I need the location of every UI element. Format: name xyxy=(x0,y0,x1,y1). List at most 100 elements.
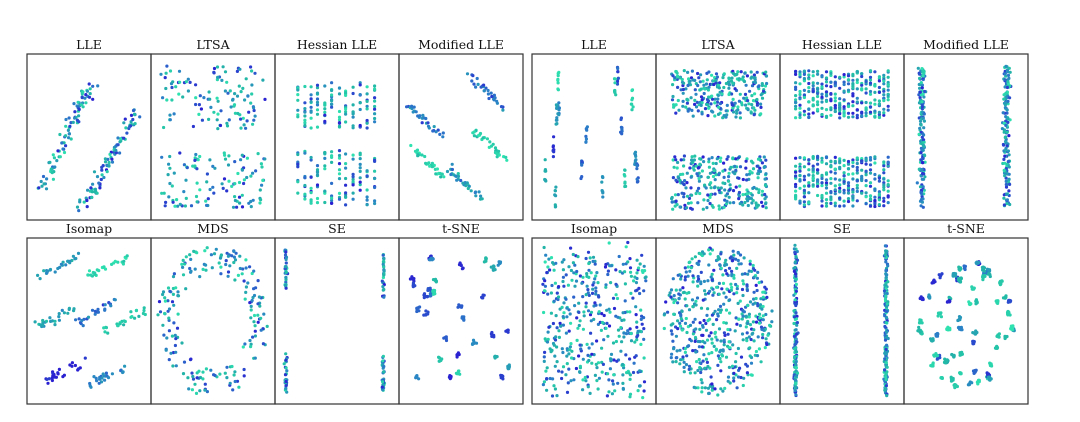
data-point xyxy=(205,180,209,184)
data-point xyxy=(227,118,231,122)
data-point xyxy=(315,108,320,112)
data-point xyxy=(420,121,424,125)
data-point xyxy=(628,266,633,270)
data-point xyxy=(472,134,476,138)
data-point xyxy=(71,120,75,124)
data-point xyxy=(257,295,261,299)
data-point xyxy=(1003,135,1007,140)
panel-title: Modified LLE xyxy=(923,37,1009,52)
data-point xyxy=(70,364,74,368)
data-point xyxy=(710,341,714,345)
data-point xyxy=(687,77,691,81)
data-point xyxy=(886,201,890,205)
data-point xyxy=(254,169,258,173)
data-point xyxy=(431,257,435,261)
data-point xyxy=(755,70,759,74)
data-point xyxy=(380,279,384,283)
data-point xyxy=(702,198,706,202)
data-point xyxy=(807,89,811,94)
data-point xyxy=(846,74,851,78)
data-point xyxy=(886,80,890,85)
data-point xyxy=(1007,153,1011,157)
data-point xyxy=(351,191,355,195)
data-point xyxy=(562,301,566,305)
data-point xyxy=(846,82,851,86)
data-point xyxy=(798,115,802,120)
panel-t-sne: t-SNE xyxy=(903,221,1029,405)
data-point xyxy=(181,265,185,269)
data-point xyxy=(928,296,932,300)
data-point xyxy=(303,118,307,122)
data-point xyxy=(431,278,436,282)
data-point xyxy=(770,309,774,313)
data-point xyxy=(250,92,254,96)
data-point xyxy=(256,302,260,306)
data-point xyxy=(707,165,712,169)
data-point xyxy=(578,370,582,374)
data-point xyxy=(833,204,837,208)
data-point xyxy=(552,299,556,303)
data-point xyxy=(590,342,594,346)
data-point xyxy=(70,361,74,365)
data-point xyxy=(626,260,630,264)
data-point xyxy=(741,203,745,207)
data-point xyxy=(676,301,680,305)
data-point xyxy=(959,276,963,280)
data-point xyxy=(630,108,634,112)
data-point xyxy=(690,108,694,112)
data-point xyxy=(604,326,608,330)
data-point xyxy=(615,79,620,84)
data-point xyxy=(201,267,205,271)
data-point xyxy=(746,321,750,325)
data-point xyxy=(593,373,598,377)
data-point xyxy=(919,318,923,322)
data-point xyxy=(114,148,118,152)
data-point xyxy=(1001,111,1005,115)
data-point xyxy=(705,338,710,342)
data-point xyxy=(873,102,877,106)
data-point xyxy=(802,203,807,207)
data-point xyxy=(734,351,738,356)
data-point xyxy=(426,287,430,291)
data-point xyxy=(613,389,617,393)
data-point xyxy=(674,199,678,203)
data-point xyxy=(885,302,889,306)
data-point xyxy=(77,317,81,321)
data-point xyxy=(716,312,720,316)
data-point xyxy=(617,254,621,259)
data-point xyxy=(103,330,107,334)
data-point xyxy=(1004,176,1008,180)
data-point xyxy=(920,177,924,181)
data-point xyxy=(424,309,428,313)
data-point xyxy=(607,307,611,311)
data-point xyxy=(619,349,623,353)
data-point xyxy=(877,99,882,103)
data-point xyxy=(45,177,49,181)
data-point xyxy=(886,75,890,79)
data-point xyxy=(699,378,703,382)
data-point xyxy=(222,151,226,155)
data-point xyxy=(358,107,362,112)
data-point xyxy=(864,184,868,188)
data-point xyxy=(590,352,594,356)
data-point xyxy=(337,109,342,114)
data-point xyxy=(738,202,742,206)
data-point xyxy=(562,284,566,288)
data-point xyxy=(851,177,855,181)
data-point xyxy=(740,77,744,81)
data-point xyxy=(504,155,508,159)
data-point xyxy=(643,276,647,280)
data-point xyxy=(551,321,556,326)
data-point xyxy=(162,125,166,130)
data-point xyxy=(692,158,697,162)
data-point xyxy=(714,173,718,177)
data-point xyxy=(741,193,745,197)
data-point xyxy=(864,162,868,166)
data-point xyxy=(793,317,798,322)
data-point xyxy=(752,275,756,279)
data-point xyxy=(884,316,889,320)
data-point xyxy=(628,373,633,377)
data-point xyxy=(1004,141,1009,145)
data-point xyxy=(745,371,750,375)
data-point xyxy=(303,84,307,89)
